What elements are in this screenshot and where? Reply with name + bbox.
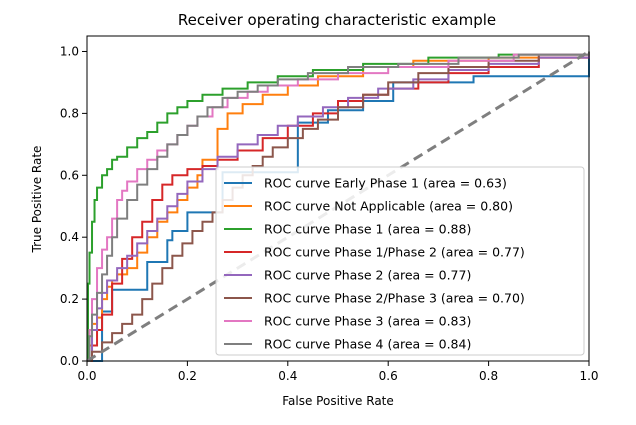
legend-label: ROC curve Phase 2/Phase 3 (area = 0.70) [264,291,525,306]
x-tick-label: 1.0 [579,369,598,383]
roc-series-7 [87,51,590,362]
x-tick-label: 0.6 [379,369,398,383]
x-tick-label: 0.2 [178,369,197,383]
x-tick-label: 0.0 [77,369,96,383]
y-tick-label: 0.0 [60,354,79,368]
y-axis: 0.0 0.2 0.4 0.6 0.8 1.0 [60,44,87,368]
y-tick-label: 0.6 [60,168,79,182]
y-tick-label: 0.4 [60,230,79,244]
legend-label: ROC curve Phase 1 (area = 0.88) [264,222,471,237]
roc-series-2 [87,51,590,362]
legend-label: ROC curve Early Phase 1 (area = 0.63) [264,176,507,191]
legend-label: ROC curve Not Applicable (area = 0.80) [264,199,513,214]
legend-box [215,166,585,356]
legend-label: ROC curve Phase 1/Phase 2 (area = 0.77) [264,245,525,260]
legend-label: ROC curve Phase 3 (area = 0.83) [264,314,471,329]
legend-label: ROC curve Phase 2 (area = 0.77) [264,268,471,283]
x-tick-label: 0.4 [278,369,297,383]
y-tick-label: 1.0 [60,44,79,58]
x-axis-label: False Positive Rate [282,394,394,408]
y-tick-label: 0.2 [60,292,79,306]
x-axis: 0.0 0.2 0.4 0.6 0.8 1.0 [77,361,599,383]
x-tick-label: 0.8 [479,369,498,383]
legend: ROC curve Early Phase 1 (area = 0.63) ROC… [215,166,585,356]
chart-title: Receiver operating characteristic exampl… [178,11,496,29]
y-axis-label: True Positive Rate [30,146,44,254]
roc-series-4 [87,51,590,362]
y-tick-label: 0.8 [60,106,79,120]
legend-label: ROC curve Phase 4 (area = 0.84) [264,337,471,352]
plot-frame [86,35,590,362]
